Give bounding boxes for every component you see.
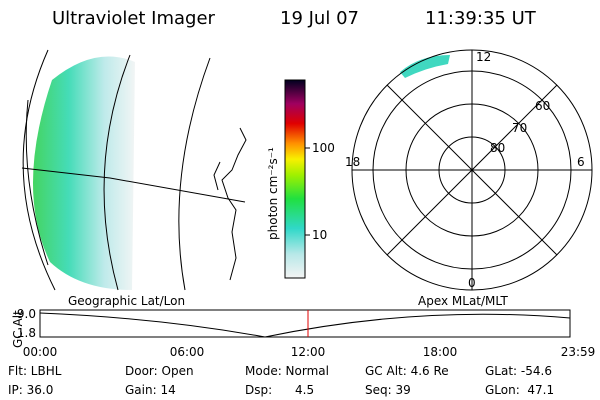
x-label: 18:00 xyxy=(423,345,458,359)
time: 11:39:35 UT xyxy=(425,8,537,29)
x-label: 12:00 xyxy=(291,345,326,359)
info-field: Flt: LBHL xyxy=(8,364,62,378)
info-field: GLon: 47.1 xyxy=(485,383,554,397)
colorbar-label: photon cm⁻²s⁻¹ xyxy=(266,147,280,240)
info-field: GLat: -54.6 xyxy=(485,364,552,378)
colorbar xyxy=(284,79,306,279)
info-field: Dsp: 4.5 xyxy=(245,383,314,397)
x-label: 06:00 xyxy=(170,345,205,359)
timeline-box xyxy=(39,309,571,338)
info-panel: Flt: LBHL Door: Open Mode: Normal GC Alt: 4… xyxy=(8,364,554,397)
lat-label: 80 xyxy=(490,141,505,155)
colorbar-tick-label: 10 xyxy=(312,228,327,242)
axis-label: GC Alt xyxy=(11,310,25,348)
title: Ultraviolet Imager xyxy=(52,8,216,29)
info-field: Gain: 14 xyxy=(125,383,176,397)
x-label: 23:59 xyxy=(561,345,596,359)
mlt-label: 18 xyxy=(345,155,360,169)
x-label: 00:00 xyxy=(23,345,58,359)
mlt-label: 0 xyxy=(468,276,476,290)
polar-plot xyxy=(351,49,593,291)
info-field: IP: 36.0 xyxy=(8,383,53,397)
info-field: Mode: Normal xyxy=(245,364,329,378)
timeline-title: Apex MLat/MLT xyxy=(418,294,508,308)
y-label: 1.8 xyxy=(17,326,36,340)
info-field: Seq: 39 xyxy=(365,383,411,397)
mlt-label: 6 xyxy=(577,155,585,169)
timeline-title: Geographic Lat/Lon xyxy=(68,294,185,308)
mlt-label: 12 xyxy=(476,50,491,64)
y-label: 9.0 xyxy=(17,307,36,321)
lat-label: 60 xyxy=(535,99,550,113)
auroral-image xyxy=(21,49,247,291)
date: 19 Jul 07 xyxy=(280,8,359,29)
colorbar-tick-label: 100 xyxy=(312,141,335,155)
lat-label: 70 xyxy=(512,121,527,135)
info-field: GC Alt: 4.6 Re xyxy=(365,364,449,378)
info-field: Door: Open xyxy=(125,364,194,378)
altitude-curve xyxy=(39,312,571,338)
